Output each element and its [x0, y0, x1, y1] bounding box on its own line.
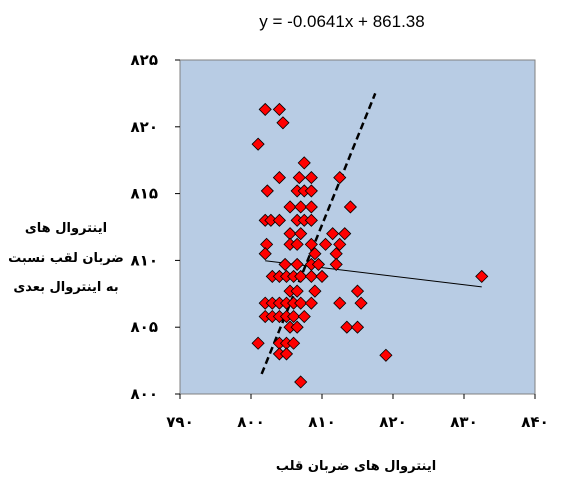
data-point	[308, 284, 322, 298]
data-point	[333, 296, 347, 310]
y-tick-label: ۸۰۵	[131, 318, 158, 336]
data-point	[287, 309, 301, 324]
data-point	[304, 296, 318, 310]
data-point	[304, 213, 318, 227]
data-point	[294, 375, 308, 389]
data-point	[258, 247, 272, 261]
data-point	[304, 184, 318, 198]
data-point	[287, 336, 301, 350]
data-point	[343, 200, 357, 214]
data-point	[333, 237, 347, 251]
x-tick-label: ۷۹۰	[166, 413, 193, 431]
data-point	[251, 137, 265, 151]
data-point	[294, 200, 308, 214]
data-point	[304, 200, 318, 214]
x-axis-label: اینتروال های ضربان قلب	[276, 459, 436, 474]
x-tick-label: ۸۱۰	[308, 413, 335, 431]
data-point	[304, 269, 318, 283]
data-point	[315, 269, 329, 283]
data-point	[297, 309, 311, 324]
data-point	[354, 296, 368, 310]
data-point	[318, 237, 333, 251]
data-point	[278, 257, 292, 271]
data-point	[350, 320, 365, 334]
data-point	[290, 284, 304, 298]
data-point	[258, 102, 272, 116]
data-point	[350, 284, 365, 298]
y-tick-label: ۸۱۵	[131, 185, 158, 203]
y-tick-label: ۸۲۰	[131, 118, 158, 136]
data-points-group	[251, 102, 489, 389]
data-point	[329, 257, 343, 271]
data-point	[290, 237, 304, 251]
x-axis-ticks: ۷۹۰ ۸۰۰ ۸۱۰ ۸۲۰ ۸۳۰ ۸۴۰	[166, 394, 549, 431]
plot-area	[179, 59, 536, 395]
data-point	[304, 237, 318, 251]
data-point	[379, 348, 393, 362]
y-tick-label: ۸۱۰	[131, 251, 158, 269]
data-point	[340, 320, 354, 334]
data-point	[292, 171, 306, 185]
y-axis-ticks: ۸۰۰ ۸۰۵ ۸۱۰ ۸۱۵ ۸۲۰ ۸۲۵	[131, 51, 180, 403]
data-point	[272, 171, 286, 185]
data-point	[326, 227, 340, 241]
data-point	[272, 102, 286, 116]
data-point	[290, 320, 304, 334]
data-point	[294, 269, 308, 283]
data-point	[294, 296, 308, 310]
data-point	[260, 184, 274, 198]
y-axis-label-line-3: به اینتروال بعدی	[13, 280, 118, 295]
x-tick-label: ۸۴۰	[521, 413, 548, 431]
y-tick-label: ۸۲۵	[131, 51, 158, 69]
y-axis-label-line-1: اینتروال های	[25, 221, 107, 236]
x-tick-label: ۸۰۰	[237, 413, 264, 431]
data-point	[251, 336, 265, 350]
x-tick-label: ۸۳۰	[450, 413, 477, 431]
data-point	[338, 227, 352, 241]
y-tick-label: ۸۰۰	[131, 385, 158, 403]
data-point	[308, 247, 322, 261]
y-axis-label-line-2: ضربان لقب نسبت	[8, 251, 124, 266]
data-point	[283, 200, 297, 214]
chart-title: y = -0.0641x + 861.38	[259, 12, 424, 31]
data-point	[276, 116, 290, 130]
data-point	[297, 156, 311, 170]
x-tick-label: ۸۲۰	[379, 413, 406, 431]
data-point	[272, 213, 286, 227]
data-point	[475, 269, 489, 283]
data-point	[290, 257, 304, 271]
data-point	[333, 171, 347, 185]
data-point	[279, 347, 294, 361]
data-point	[294, 227, 308, 241]
dashed-trendline	[260, 92, 377, 375]
data-point	[304, 171, 318, 185]
data-point	[311, 257, 326, 271]
